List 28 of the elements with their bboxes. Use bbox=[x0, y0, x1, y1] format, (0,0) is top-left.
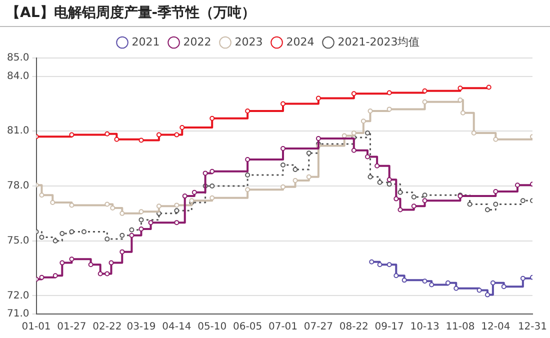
y-tick-label: 75.0 bbox=[7, 235, 30, 246]
y-tick-label: 72.0 bbox=[7, 290, 30, 302]
x-tick-label: 02-22 bbox=[92, 322, 122, 333]
legend-label: 2021-2023均值 bbox=[338, 35, 420, 48]
y-tick-label: 84.0 bbox=[7, 70, 30, 82]
x-tick-label: 07-01 bbox=[268, 322, 298, 333]
x-tick-label: 04-14 bbox=[162, 322, 192, 333]
x-tick-label: 08-22 bbox=[339, 322, 368, 333]
legend-label: 2023 bbox=[234, 35, 263, 48]
x-tick-label: 06-05 bbox=[233, 322, 262, 333]
x-tick-label: 11-08 bbox=[446, 322, 475, 333]
x-tick-label: 10-13 bbox=[410, 322, 440, 333]
x-tick-label: 12-31 bbox=[518, 322, 547, 333]
y-tick-label: 78.0 bbox=[7, 180, 30, 192]
legend-label: 2022 bbox=[183, 35, 212, 48]
y-tick-label: 85.0 bbox=[7, 52, 30, 64]
x-tick-label: 09-17 bbox=[374, 322, 404, 333]
x-tick-label: 12-04 bbox=[481, 322, 510, 333]
y-tick-label: 81.0 bbox=[7, 126, 30, 137]
x-tick-label: 01-01 bbox=[22, 322, 51, 333]
legend-label: 2024 bbox=[286, 35, 314, 48]
x-tick-label: 05-10 bbox=[198, 322, 227, 333]
chart-title: 【AL】电解铝周度产量-季节性（万吨） bbox=[0, 0, 550, 27]
legend-label: 2021 bbox=[132, 35, 160, 48]
x-tick-label: 07-27 bbox=[304, 322, 333, 333]
y-tick-label: 71.0 bbox=[7, 308, 30, 320]
x-tick-label: 03-19 bbox=[126, 322, 156, 333]
x-tick-label: 01-27 bbox=[57, 322, 86, 333]
